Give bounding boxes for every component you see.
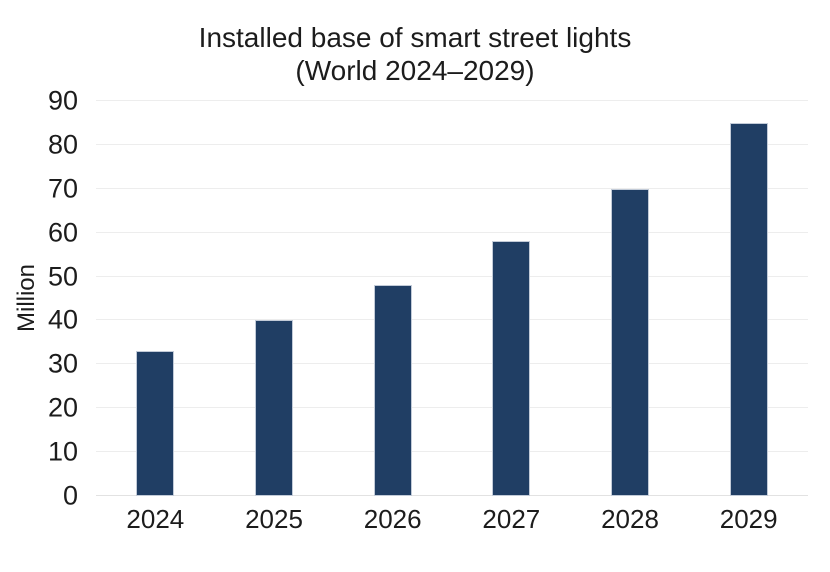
y-tick-label-10: 10 — [47, 436, 78, 467]
bar-2027 — [492, 241, 531, 496]
gridline-30 — [96, 363, 808, 365]
gridline-10 — [96, 451, 808, 453]
bar-slot-2024 — [96, 101, 215, 496]
y-tick-label-80: 80 — [47, 129, 78, 160]
y-tick-label-60: 60 — [47, 217, 78, 248]
gridline-70 — [96, 187, 808, 189]
gridline-80 — [96, 143, 808, 145]
y-tick-label-90: 90 — [47, 85, 78, 116]
x-tick-label-2024: 2024 — [126, 504, 185, 534]
y-tick-label-30: 30 — [47, 348, 78, 379]
x-tick-label-2028: 2028 — [601, 504, 659, 534]
bar-slot-2028 — [571, 101, 690, 496]
bar-2025 — [254, 320, 293, 496]
bar-slot-2025 — [215, 101, 334, 496]
chart-title-line-2: (World 2024–2029) — [295, 55, 535, 86]
x-tick-label-2029: 2029 — [719, 504, 778, 534]
gridline-20 — [96, 407, 808, 409]
bar-slot-2026 — [333, 101, 452, 496]
chart-title: Installed base of smart street lights (W… — [0, 21, 830, 87]
bar-2028 — [610, 188, 649, 496]
gridline-60 — [96, 231, 808, 233]
x-tick-label-2027: 2027 — [482, 504, 541, 534]
gridline-40 — [96, 319, 808, 321]
bar-2029 — [729, 122, 768, 496]
bar-2024 — [136, 351, 175, 496]
chart-title-line-1: Installed base of smart street lights — [198, 22, 632, 53]
bar-slot-2027 — [452, 101, 571, 496]
gridline-50 — [96, 275, 808, 277]
gridline-90 — [96, 100, 808, 101]
y-tick-label-40: 40 — [47, 304, 78, 335]
x-tick-label-2026: 2026 — [363, 504, 422, 534]
y-tick-label-0: 0 — [62, 480, 78, 511]
bar-slot-2029 — [689, 101, 808, 496]
x-axis-baseline — [96, 495, 808, 496]
y-tick-label-20: 20 — [47, 392, 78, 423]
y-tick-label-70: 70 — [47, 173, 78, 204]
plot-area — [96, 100, 808, 496]
bar-2026 — [373, 285, 412, 496]
x-tick-label-2025: 2025 — [245, 504, 303, 534]
y-tick-label-50: 50 — [47, 261, 78, 292]
